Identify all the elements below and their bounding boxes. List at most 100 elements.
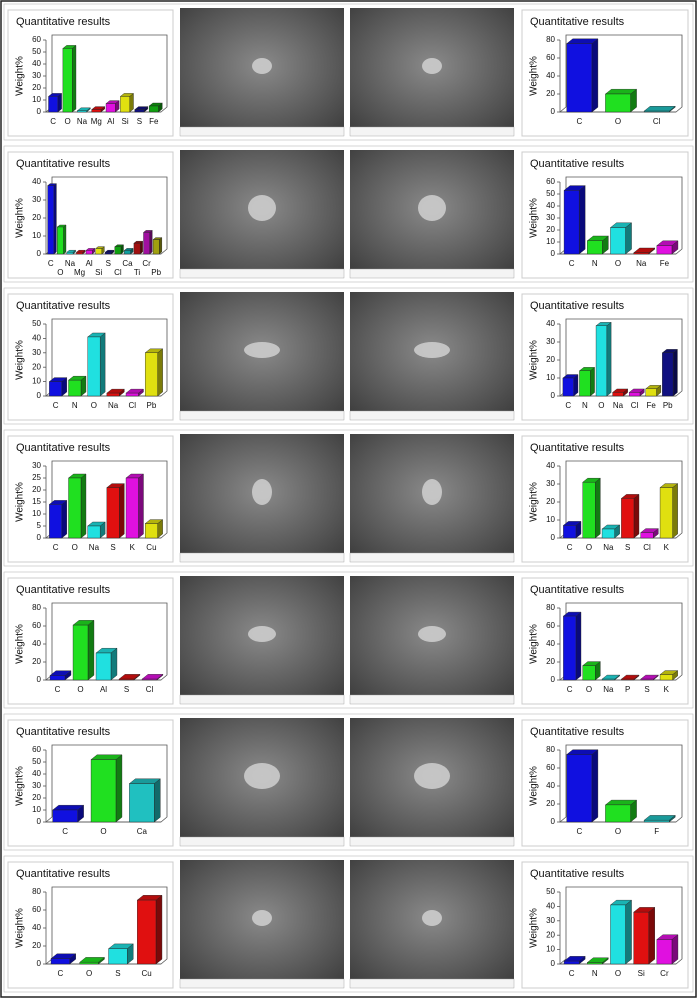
x-tick-label: C <box>567 543 573 552</box>
bar-front <box>628 392 641 397</box>
bar-side <box>595 477 601 539</box>
x-tick-label: Na <box>603 543 614 552</box>
x-tick-label: O <box>72 543 78 552</box>
bar <box>659 670 679 681</box>
x-tick-label: C <box>62 827 68 836</box>
y-tick-label: 0 <box>551 391 556 400</box>
x-tick-label: F <box>654 827 659 836</box>
panel-row <box>3 429 694 567</box>
bar-front <box>659 487 673 539</box>
bar-side <box>53 183 57 255</box>
y-tick-label: 40 <box>32 639 41 648</box>
bar-front <box>563 525 577 539</box>
y-tick-label: 40 <box>32 923 41 932</box>
x-tick-label: Pb <box>147 401 157 410</box>
bar <box>643 814 676 823</box>
bar-side <box>633 493 640 539</box>
particle <box>414 342 450 358</box>
bar-front <box>601 528 615 539</box>
y-tick-label: 50 <box>546 189 555 198</box>
bar <box>95 647 118 681</box>
y-tick-label: 60 <box>546 53 555 62</box>
bar-front <box>587 962 603 965</box>
y-tick-label: 10 <box>32 805 41 814</box>
sem-info-bar <box>349 694 515 705</box>
x-tick-label: Cr <box>142 259 151 268</box>
bar <box>49 670 72 681</box>
y-tick-label: 30 <box>546 213 555 222</box>
y-tick-label: 40 <box>546 201 555 210</box>
bar <box>106 388 125 397</box>
bar-front <box>621 678 635 681</box>
y-tick-label: 10 <box>32 95 41 104</box>
bar <box>595 321 612 397</box>
y-tick-label: 20 <box>546 355 555 364</box>
sem-info-bar <box>179 836 345 847</box>
bar <box>152 237 163 255</box>
x-tick-label: C <box>565 401 571 410</box>
bar-side <box>625 222 632 255</box>
x-tick-label: Fe <box>646 401 656 410</box>
bar-side <box>110 647 118 681</box>
bar <box>66 249 77 255</box>
particle <box>422 910 442 926</box>
bar <box>640 528 659 539</box>
y-tick-label: 0 <box>551 959 556 968</box>
bar <box>62 44 77 113</box>
x-tick-label: P <box>625 685 630 694</box>
x-tick-label: Cl <box>631 401 639 410</box>
panel-row <box>3 145 694 283</box>
y-tick-label: 50 <box>546 887 555 896</box>
y-tick-label: 40 <box>32 334 41 343</box>
chart-title: Quantitative results <box>16 300 111 312</box>
bar <box>563 955 586 965</box>
x-tick-label: C <box>576 117 582 126</box>
y-axis-label: Weight% <box>529 766 540 806</box>
bar-side <box>590 366 595 397</box>
x-tick-label: S <box>625 543 630 552</box>
chart-title: Quantitative results <box>530 584 625 596</box>
x-tick-label: C <box>576 827 582 836</box>
bar-front <box>114 246 122 255</box>
y-axis-label: Weight% <box>15 908 26 948</box>
bar-side <box>606 321 612 397</box>
bar-front <box>95 652 112 681</box>
bar-side <box>87 619 95 681</box>
y-tick-label: 25 <box>32 473 41 482</box>
y-tick-label: 5 <box>37 521 42 530</box>
x-tick-label: O <box>615 827 621 836</box>
y-tick-label: 10 <box>32 509 41 518</box>
bar <box>656 240 679 255</box>
y-tick-label: 0 <box>37 391 42 400</box>
bar-front <box>659 674 673 681</box>
bar <box>601 674 621 681</box>
bar <box>72 619 95 681</box>
bar-front <box>562 377 574 397</box>
sem-info-bar <box>349 836 515 847</box>
y-tick-label: 20 <box>32 213 41 222</box>
particle <box>248 195 276 221</box>
bar-front <box>662 352 674 397</box>
chart-title: Quantitative results <box>530 726 625 738</box>
bar-front <box>640 678 654 681</box>
x-tick-label: O <box>615 969 621 978</box>
bar-front <box>621 498 635 539</box>
bar <box>85 247 96 255</box>
bar-front <box>66 251 74 255</box>
y-tick-label: 80 <box>546 745 555 754</box>
y-tick-label: 30 <box>546 337 555 346</box>
bar-front <box>105 103 116 113</box>
x-tick-label: S <box>137 117 142 126</box>
x-tick-label: K <box>664 543 670 552</box>
x-tick-label: C <box>55 685 61 694</box>
bar-front <box>104 251 112 255</box>
y-axis-label: Weight% <box>529 340 540 380</box>
bar <box>107 943 134 965</box>
bar-front <box>582 482 596 539</box>
bar-front <box>125 392 139 397</box>
bar-front <box>612 392 624 397</box>
bar <box>633 906 656 965</box>
y-tick-label: 20 <box>546 225 555 234</box>
bar <box>105 100 120 113</box>
bar-front <box>62 48 73 113</box>
